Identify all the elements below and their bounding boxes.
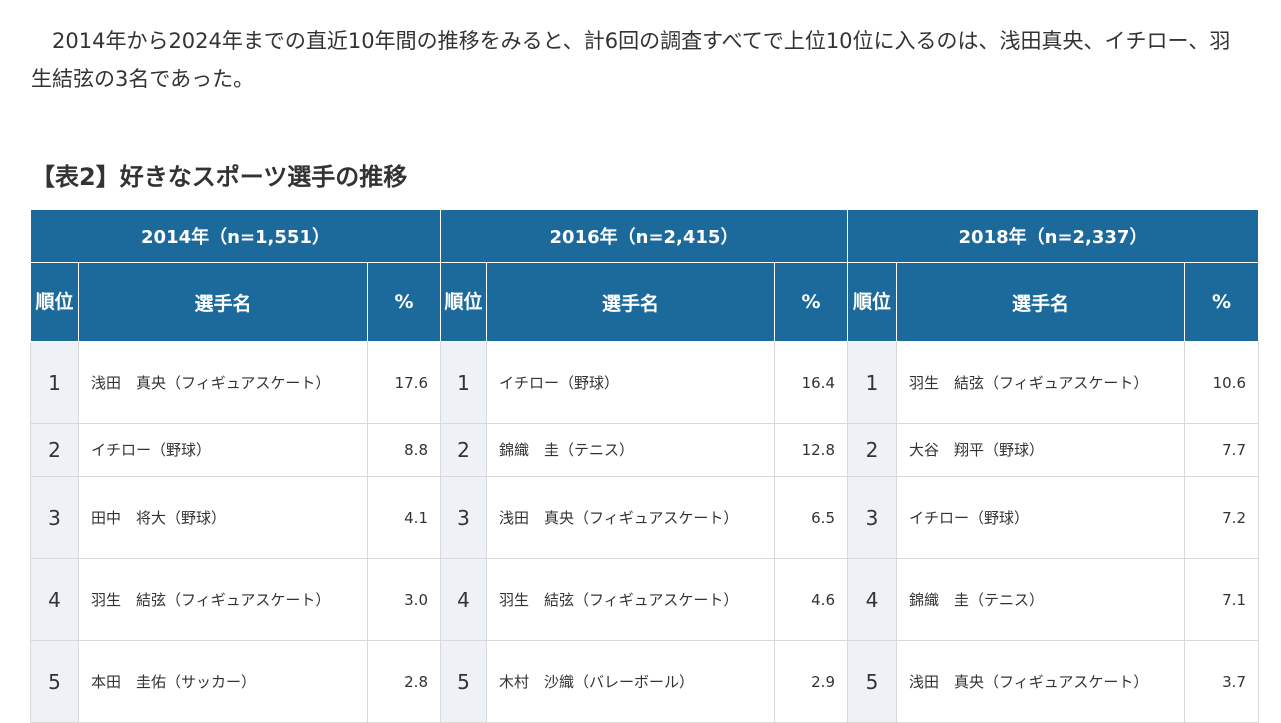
year-header-2014: 2014年（n=1,551） [30, 209, 441, 263]
rank-cell: 2 [440, 423, 487, 477]
percent-cell: 17.6 [367, 341, 441, 424]
percent-cell: 6.5 [774, 476, 848, 559]
rank-cell: 2 [847, 423, 897, 477]
table-row: 1 浅田 真央（フィギュアスケート） 17.6 1 イチロー（野球） 16.4 … [30, 341, 1259, 424]
intro-paragraph: 2014年から2024年までの直近10年間の推移をみると、計6回の調査すべてで上… [31, 29, 1231, 91]
percent-cell: 3.7 [1184, 640, 1259, 723]
rank-cell: 3 [30, 476, 79, 559]
athlete-name-cell: イチロー（野球） [78, 423, 368, 477]
percent-header: % [367, 262, 441, 342]
percent-cell: 16.4 [774, 341, 848, 424]
athlete-name-cell: 浅田 真央（フィギュアスケート） [78, 341, 368, 424]
rank-cell: 2 [30, 423, 79, 477]
athlete-name-cell: 浅田 真央（フィギュアスケート） [896, 640, 1185, 723]
athlete-name-cell: 羽生 結弦（フィギュアスケート） [896, 341, 1185, 424]
percent-cell: 4.1 [367, 476, 441, 559]
table-row: 2 イチロー（野球） 8.8 2 錦織 圭（テニス） 12.8 2 大谷 翔平（… [30, 423, 1259, 477]
name-header: 選手名 [896, 262, 1185, 342]
rank-cell: 5 [30, 640, 79, 723]
rank-cell: 1 [30, 341, 79, 424]
percent-header: % [774, 262, 848, 342]
percent-cell: 3.0 [367, 558, 441, 641]
athlete-name-cell: 羽生 結弦（フィギュアスケート） [78, 558, 368, 641]
athlete-name-cell: 錦織 圭（テニス） [896, 558, 1185, 641]
percent-cell: 12.8 [774, 423, 848, 477]
year-header-2018: 2018年（n=2,337） [847, 209, 1259, 263]
athlete-name-cell: 田中 将大（野球） [78, 476, 368, 559]
athlete-name-cell: イチロー（野球） [896, 476, 1185, 559]
rank-cell: 4 [847, 558, 897, 641]
rank-cell: 5 [847, 640, 897, 723]
athlete-name-cell: 錦織 圭（テニス） [486, 423, 775, 477]
athlete-name-cell: 本田 圭佑（サッカー） [78, 640, 368, 723]
rank-header: 順位 [440, 262, 487, 342]
rank-cell: 3 [440, 476, 487, 559]
athlete-name-cell: 大谷 翔平（野球） [896, 423, 1185, 477]
table-caption: 【表2】好きなスポーツ選手の推移 [31, 163, 408, 191]
percent-cell: 10.6 [1184, 341, 1259, 424]
name-header: 選手名 [78, 262, 368, 342]
rank-cell: 4 [30, 558, 79, 641]
percent-cell: 7.2 [1184, 476, 1259, 559]
table-row: 3 田中 将大（野球） 4.1 3 浅田 真央（フィギュアスケート） 6.5 3… [30, 476, 1259, 559]
rank-cell: 1 [847, 341, 897, 424]
percent-cell: 2.8 [367, 640, 441, 723]
rank-cell: 5 [440, 640, 487, 723]
table-row: 5 本田 圭佑（サッカー） 2.8 5 木村 沙織（バレーボール） 2.9 5 … [30, 640, 1259, 723]
percent-header: % [1184, 262, 1259, 342]
athlete-name-cell: イチロー（野球） [486, 341, 775, 424]
name-header: 選手名 [486, 262, 775, 342]
percent-cell: 7.7 [1184, 423, 1259, 477]
rank-cell: 1 [440, 341, 487, 424]
athlete-name-cell: 羽生 結弦（フィギュアスケート） [486, 558, 775, 641]
athlete-name-cell: 浅田 真央（フィギュアスケート） [486, 476, 775, 559]
rank-cell: 4 [440, 558, 487, 641]
percent-cell: 2.9 [774, 640, 848, 723]
ranking-table: 2014年（n=1,551） 2016年（n=2,415） 2018年（n=2,… [30, 209, 1259, 723]
percent-cell: 7.1 [1184, 558, 1259, 641]
rank-cell: 3 [847, 476, 897, 559]
table-row: 4 羽生 結弦（フィギュアスケート） 3.0 4 羽生 結弦（フィギュアスケート… [30, 558, 1259, 641]
percent-cell: 4.6 [774, 558, 848, 641]
athlete-name-cell: 木村 沙織（バレーボール） [486, 640, 775, 723]
rank-header: 順位 [847, 262, 897, 342]
percent-cell: 8.8 [367, 423, 441, 477]
rank-header: 順位 [30, 262, 79, 342]
year-header-2016: 2016年（n=2,415） [440, 209, 848, 263]
